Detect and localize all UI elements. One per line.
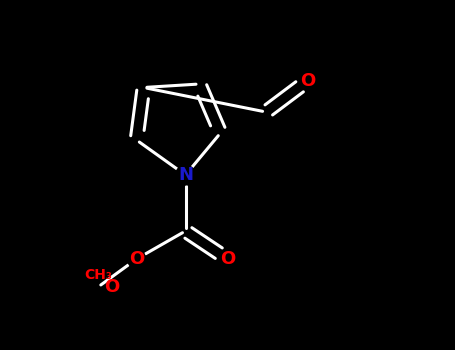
Circle shape [299,71,317,90]
Text: O: O [104,278,120,296]
Text: CH₃: CH₃ [84,268,112,282]
Text: O: O [220,250,235,268]
Text: O: O [129,250,144,268]
Text: O: O [300,71,316,90]
Circle shape [218,250,237,268]
Circle shape [127,250,146,268]
Circle shape [176,165,195,185]
Text: N: N [178,166,193,184]
